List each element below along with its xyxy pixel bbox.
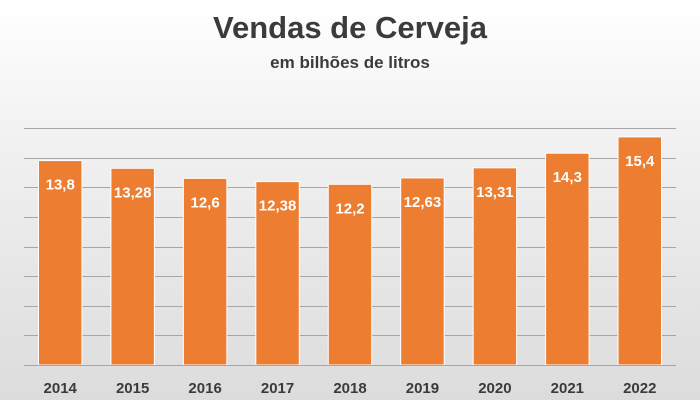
bar-2018: [327, 183, 373, 366]
bar-2020: [472, 167, 518, 366]
x-tick-label-2014: 2014: [44, 380, 78, 397]
x-tick-label-2016: 2016: [188, 380, 221, 397]
x-tick-label-2017: 2017: [261, 380, 294, 397]
data-label-2016: 12,6: [191, 194, 220, 211]
data-label-2021: 14,3: [553, 169, 582, 186]
data-label-2015: 13,28: [114, 184, 152, 201]
data-label-2020: 13,31: [476, 184, 514, 201]
data-label-2018: 12,2: [335, 200, 364, 217]
bar-2016: [182, 177, 228, 366]
chart-title: Vendas de Cerveja: [213, 10, 487, 45]
bar-2017: [255, 181, 300, 366]
x-tick-label-2019: 2019: [406, 380, 439, 397]
bar-2019: [400, 177, 445, 366]
bar-2021: [545, 152, 590, 366]
bar-2014: [37, 160, 83, 366]
data-label-2014: 13,8: [46, 177, 75, 194]
chart-subtitle: em bilhões de litros: [270, 53, 430, 72]
data-label-2017: 12,38: [259, 198, 297, 215]
data-label-2022: 15,4: [625, 153, 655, 170]
bar-2022: [617, 136, 663, 366]
x-tick-label-2022: 2022: [623, 380, 656, 397]
x-tick-label-2020: 2020: [478, 380, 511, 397]
data-label-2019: 12,63: [404, 194, 442, 211]
x-tick-label-2018: 2018: [333, 380, 366, 397]
x-tick-label-2021: 2021: [551, 380, 584, 397]
x-tick-label-2015: 2015: [116, 380, 149, 397]
bar-2015: [110, 167, 155, 366]
